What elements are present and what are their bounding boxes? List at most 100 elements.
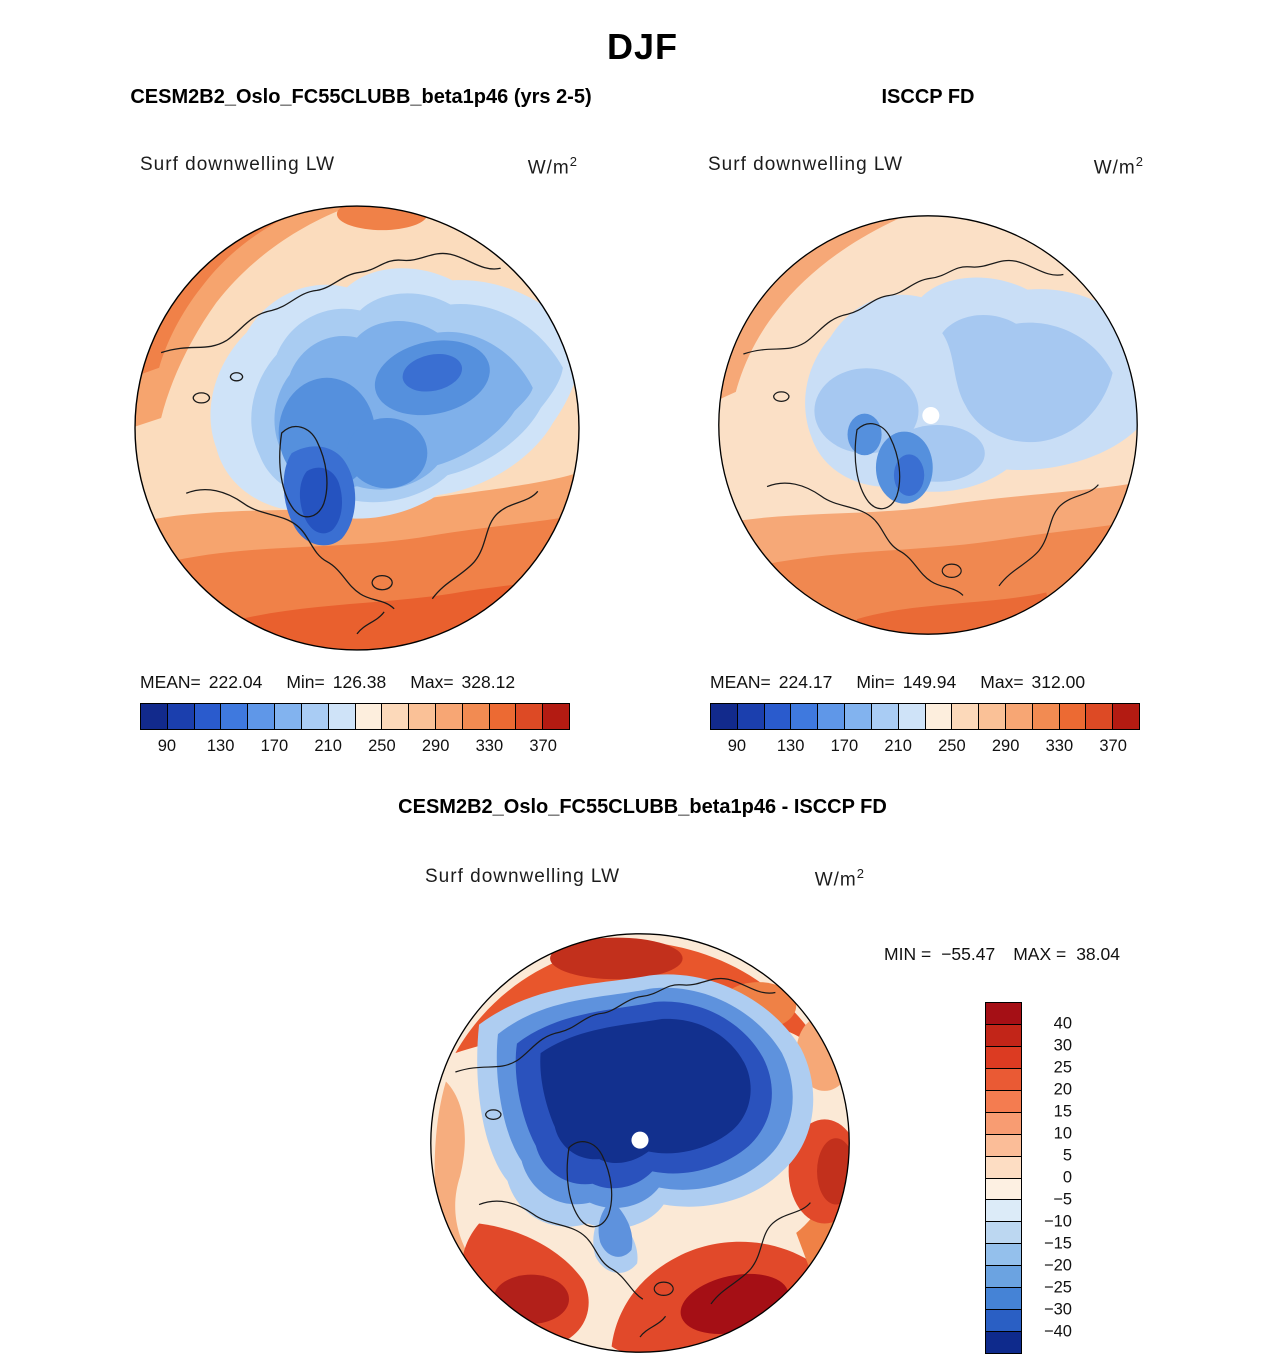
colorbar-cell bbox=[986, 1332, 1021, 1353]
tick-label: 90 bbox=[727, 737, 747, 755]
colorbar-cell bbox=[898, 704, 926, 729]
stats-isccp: MEAN= 224.17 Min= 149.94 Max= 312.00 bbox=[710, 672, 1140, 693]
mean-label: MEAN= bbox=[140, 672, 201, 692]
colorbar-cell bbox=[986, 1112, 1021, 1135]
mean-value: 224.17 bbox=[778, 672, 833, 692]
colorbar-cell bbox=[462, 704, 490, 729]
min-value: −55.47 bbox=[941, 944, 996, 964]
level-label: 5 bbox=[1062, 1146, 1072, 1165]
level-label: −5 bbox=[1053, 1190, 1072, 1209]
colorbar-cell bbox=[435, 704, 463, 729]
colorbar-cell bbox=[1032, 704, 1060, 729]
figure-title: DJF bbox=[606, 26, 678, 67]
colorbar-cell bbox=[986, 1156, 1021, 1179]
colorbar-labels-diff: 40 30 25 20 15 10 5 0 −5 −10 −15 −20 −25… bbox=[1028, 1002, 1072, 1354]
tick-label: 330 bbox=[1045, 737, 1074, 755]
max-value: 312.00 bbox=[1031, 672, 1086, 692]
colorbar-cell bbox=[986, 1090, 1021, 1113]
colorbar-cell bbox=[1086, 704, 1114, 729]
colorbar-cell bbox=[141, 704, 168, 729]
max-value: 328.12 bbox=[461, 672, 516, 692]
coastlines-diff bbox=[455, 977, 811, 1338]
subtitle-row-cesm: Surf downwelling LW W/m2 bbox=[140, 154, 578, 179]
max-value: 38.04 bbox=[1076, 944, 1120, 964]
level-label: 40 bbox=[1053, 1014, 1072, 1033]
level-label: −40 bbox=[1044, 1322, 1072, 1341]
colorbar-cell bbox=[986, 1178, 1021, 1201]
colorbar-cell bbox=[328, 704, 356, 729]
level-label: 0 bbox=[1062, 1168, 1072, 1187]
colorbar-cell bbox=[986, 1244, 1021, 1267]
colorbar-cell bbox=[516, 704, 544, 729]
colorbar-cell bbox=[925, 704, 953, 729]
colorbar-cell bbox=[1059, 704, 1087, 729]
field-label-cesm: Surf downwelling LW bbox=[140, 154, 336, 175]
colorbar-cell bbox=[764, 704, 792, 729]
colorbar-cell bbox=[986, 1310, 1021, 1333]
tick-label: 330 bbox=[475, 737, 504, 755]
tick-label: 290 bbox=[991, 737, 1020, 755]
colorbar-cesm bbox=[140, 703, 570, 730]
subtitle-row-isccp: Surf downwelling LW W/m2 bbox=[708, 154, 1144, 179]
level-label: 10 bbox=[1053, 1124, 1072, 1143]
tick-label: 210 bbox=[884, 737, 912, 755]
panel-title-cesm: CESM2B2_Oslo_FC55CLUBB_beta1p46 (yrs 2-5… bbox=[130, 86, 592, 108]
tick-label: 170 bbox=[260, 737, 289, 755]
colorbar-cell bbox=[986, 1266, 1021, 1289]
tick-label: 250 bbox=[938, 737, 966, 755]
colorbar-cell bbox=[409, 704, 436, 729]
level-label: 30 bbox=[1053, 1036, 1072, 1055]
tick-label: 210 bbox=[314, 737, 342, 755]
colorbar-cell bbox=[221, 704, 249, 729]
colorbar-ticks-isccp: 90 130 170 210 250 290 330 370 bbox=[710, 737, 1140, 759]
polar-map-diff bbox=[430, 933, 850, 1353]
max-label: Max= bbox=[410, 672, 454, 692]
colorbar-cell bbox=[986, 1134, 1021, 1157]
level-label: 20 bbox=[1053, 1080, 1072, 1099]
colorbar-cell bbox=[986, 1046, 1021, 1069]
polar-map-isccp bbox=[718, 215, 1138, 635]
colorbar-diff bbox=[985, 1002, 1022, 1354]
level-label: −25 bbox=[1044, 1278, 1072, 1297]
colorbar-cell bbox=[301, 704, 329, 729]
tick-label: 370 bbox=[529, 737, 557, 755]
min-value: 149.94 bbox=[902, 672, 957, 692]
min-label: Min= bbox=[856, 672, 895, 692]
colorbar-cell bbox=[986, 1200, 1021, 1223]
colorbar-cell bbox=[1005, 704, 1033, 729]
colorbar-cell bbox=[986, 1288, 1021, 1311]
level-label: 15 bbox=[1053, 1102, 1072, 1121]
min-label: Min= bbox=[286, 672, 325, 692]
max-label: MAX = bbox=[1013, 944, 1067, 964]
colorbar-cell bbox=[986, 1068, 1021, 1091]
field-label-isccp: Surf downwelling LW bbox=[708, 154, 904, 175]
level-label: −20 bbox=[1044, 1256, 1072, 1275]
colorbar-cell bbox=[845, 704, 872, 729]
pole-hole-isccp bbox=[922, 407, 940, 425]
level-label: −15 bbox=[1044, 1234, 1072, 1253]
colorbar-cell bbox=[979, 704, 1006, 729]
tick-label: 130 bbox=[206, 737, 235, 755]
panel-title-isccp: ISCCP FD bbox=[881, 86, 975, 108]
colorbar-cell bbox=[711, 704, 738, 729]
coastlines-cesm bbox=[160, 252, 539, 635]
level-label: −30 bbox=[1044, 1300, 1072, 1319]
pole-hole-diff bbox=[631, 1131, 649, 1149]
tick-label: 130 bbox=[776, 737, 805, 755]
min-label: MIN = bbox=[884, 944, 932, 964]
max-label: Max= bbox=[980, 672, 1024, 692]
colorbar-cell bbox=[194, 704, 222, 729]
colorbar-isccp bbox=[710, 703, 1140, 730]
tick-label: 290 bbox=[421, 737, 450, 755]
tick-label: 370 bbox=[1099, 737, 1127, 755]
colorbar-cell bbox=[818, 704, 846, 729]
colorbar-cell bbox=[986, 1222, 1021, 1245]
colorbar-cell bbox=[791, 704, 819, 729]
level-label: 25 bbox=[1053, 1058, 1072, 1077]
colorbar-cell bbox=[382, 704, 410, 729]
tick-label: 250 bbox=[368, 737, 396, 755]
stats-diff: MIN = −55.47 MAX = 38.04 bbox=[884, 944, 1120, 965]
colorbar-cell bbox=[986, 1024, 1021, 1047]
colorbar-cell bbox=[871, 704, 899, 729]
units-label-cesm: W/m2 bbox=[527, 154, 578, 179]
